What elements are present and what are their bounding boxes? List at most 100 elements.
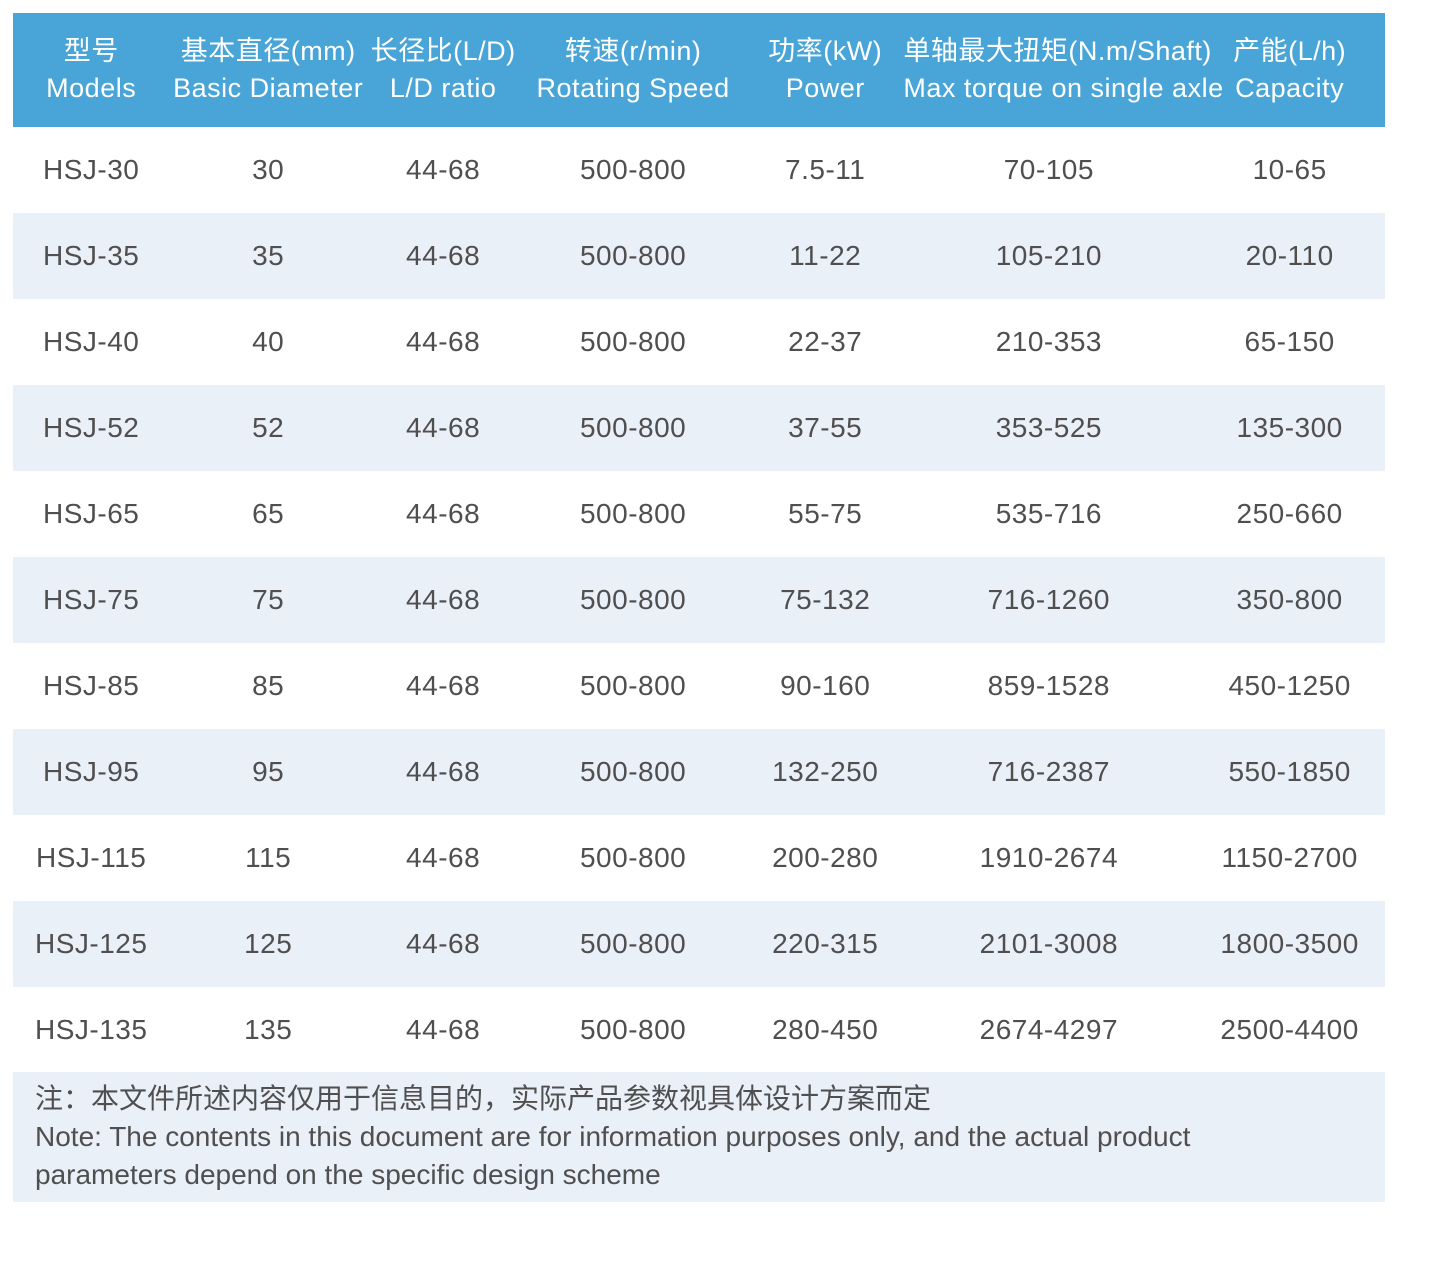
table-row: HSJ-65 65 44-68 500-800 55-75 535-716 250-660 bbox=[13, 471, 1385, 557]
table-cell: 65-150 bbox=[1244, 326, 1335, 357]
note-line-2: Note: The contents in this document are … bbox=[35, 1121, 1191, 1152]
table-cell: 500-800 bbox=[579, 670, 687, 701]
model-cell: HSJ-52 bbox=[43, 412, 140, 443]
header-label-en: Basic Diameter bbox=[173, 73, 364, 103]
model-cell: HSJ-135 bbox=[34, 1014, 148, 1045]
header-label-en: Max torque on single axle bbox=[903, 73, 1224, 103]
table-row: HSJ-40 40 44-68 500-800 22-37 210-353 65-150 bbox=[13, 299, 1385, 385]
header-label-zh: 型号 bbox=[63, 36, 119, 66]
table-cell: 10-65 bbox=[1252, 154, 1327, 185]
table-cell: 1910-2674 bbox=[979, 842, 1119, 873]
table-cell: 55-75 bbox=[788, 498, 863, 529]
table-cell: 44-68 bbox=[406, 240, 481, 271]
table-cell: 250-660 bbox=[1236, 498, 1343, 529]
table-cell: 115 bbox=[245, 842, 292, 873]
table-cell: 210-353 bbox=[995, 326, 1102, 357]
header-label-zh: 功率(kW) bbox=[768, 36, 883, 66]
table-row: HSJ-75 75 44-68 500-800 75-132 716-1260 350-80… bbox=[13, 557, 1385, 643]
model-cell: HSJ-95 bbox=[43, 756, 140, 787]
spec-table: 型号 Models 基本直径(mm) Basic Diameter 长径比(L/D) L/… bbox=[13, 13, 1385, 1073]
table-cell: 44-68 bbox=[406, 154, 481, 185]
spec-table-container: 型号 Models 基本直径(mm) Basic Diameter 长径比(L/D) L/… bbox=[13, 13, 1385, 1073]
table-cell: 44-68 bbox=[406, 412, 481, 443]
header-label-en: Capacity bbox=[1235, 73, 1345, 103]
model-cell: HSJ-115 bbox=[36, 842, 147, 873]
table-cell: 135 bbox=[244, 1014, 293, 1045]
table-cell: 2101-3008 bbox=[979, 928, 1119, 959]
model-cell: HSJ-40 bbox=[43, 326, 140, 357]
header-cell-4: 转速(r/min) Rotating Speed bbox=[519, 13, 747, 127]
table-cell: 44-68 bbox=[406, 1014, 481, 1045]
header-cell-6: 单轴最大扭矩(N.m/Shaft) Max torque on single ax… bbox=[903, 13, 1224, 127]
table-cell: 125 bbox=[244, 928, 293, 959]
table-cell: 75 bbox=[252, 584, 285, 615]
table-cell: 85 bbox=[252, 670, 285, 701]
table-cell: 220-315 bbox=[772, 928, 879, 959]
table-body: HSJ-30 30 44-68 500-800 7.5-11 70-105 10-65 HSJ… bbox=[13, 127, 1385, 1073]
table-cell: 1150-2700 bbox=[1221, 842, 1358, 873]
header-label-en: Models bbox=[46, 73, 137, 103]
table-cell: 35 bbox=[252, 240, 285, 271]
table-cell: 500-800 bbox=[579, 842, 687, 873]
table-cell: 22-37 bbox=[788, 326, 863, 357]
table-cell: 500-800 bbox=[579, 240, 687, 271]
table-cell: 44-68 bbox=[406, 498, 481, 529]
header-label-zh: 转速(r/min) bbox=[564, 36, 702, 66]
table-cell: 2674-4297 bbox=[979, 1014, 1119, 1045]
table-cell: 11-22 bbox=[789, 240, 862, 271]
table-cell: 65 bbox=[252, 498, 285, 529]
table-cell: 44-68 bbox=[406, 928, 481, 959]
header-label-zh: 长径比(L/D) bbox=[370, 36, 516, 66]
table-row: HSJ-95 95 44-68 500-800 132-250 716-2387 550-1… bbox=[13, 729, 1385, 815]
table-cell: 52 bbox=[252, 412, 285, 443]
table-cell: 500-800 bbox=[579, 154, 687, 185]
table-cell: 75-132 bbox=[780, 584, 871, 615]
table-cell: 500-800 bbox=[579, 1014, 687, 1045]
table-cell: 44-68 bbox=[406, 326, 481, 357]
table-cell: 550-1850 bbox=[1228, 756, 1351, 787]
table-cell: 40 bbox=[252, 326, 285, 357]
table-cell: 500-800 bbox=[579, 584, 687, 615]
header-cell-2: 基本直径(mm) Basic Diameter bbox=[169, 13, 367, 127]
note-line-1: 注：本文件所述内容仅用于信息目的，实际产品参数视具体设计方案而定 bbox=[35, 1083, 932, 1114]
table-row: HSJ-35 35 44-68 500-800 11-22 105-210 20-110 bbox=[13, 213, 1385, 299]
table-row: HSJ-115 115 44-68 500-800 200-280 1910-2674 11… bbox=[13, 815, 1385, 901]
table-row: HSJ-30 30 44-68 500-800 7.5-11 70-105 10-65 bbox=[13, 127, 1385, 213]
table-cell: 859-1528 bbox=[987, 670, 1110, 701]
table-row: HSJ-52 52 44-68 500-800 37-55 353-525 135-300 bbox=[13, 385, 1385, 471]
table-cell: 2500-4400 bbox=[1220, 1014, 1359, 1045]
table-cell: 132-250 bbox=[772, 756, 879, 787]
table-cell: 20-110 bbox=[1245, 240, 1334, 271]
table-cell: 135-300 bbox=[1236, 412, 1343, 443]
table-cell: 500-800 bbox=[579, 928, 687, 959]
table-cell: 44-68 bbox=[406, 842, 481, 873]
table-cell: 1800-3500 bbox=[1220, 928, 1359, 959]
table-cell: 716-1260 bbox=[987, 584, 1110, 615]
table-cell: 500-800 bbox=[579, 412, 687, 443]
model-cell: HSJ-65 bbox=[43, 498, 140, 529]
table-cell: 44-68 bbox=[406, 584, 481, 615]
table-cell: 450-1250 bbox=[1228, 670, 1351, 701]
table-row: HSJ-85 85 44-68 500-800 90-160 859-1528 450-12… bbox=[13, 643, 1385, 729]
table-row: HSJ-135 135 44-68 500-800 280-450 2674-4297 25… bbox=[13, 987, 1385, 1073]
table-cell: 90-160 bbox=[780, 670, 871, 701]
table-cell: 44-68 bbox=[406, 756, 481, 787]
table-cell: 350-800 bbox=[1236, 584, 1343, 615]
header-cell-3: 长径比(L/D) L/D ratio bbox=[366, 13, 520, 127]
header-cell-1: 型号 Models bbox=[13, 13, 170, 127]
note-block: 注：本文件所述内容仅用于信息目的，实际产品参数视具体设计方案而定 Note: Th… bbox=[13, 1072, 1385, 1202]
table-cell: 500-800 bbox=[579, 326, 687, 357]
header-label-zh: 单轴最大扭矩(N.m/Shaft) bbox=[903, 36, 1212, 66]
header-cell-7: 产能(L/h) Capacity bbox=[1194, 13, 1385, 127]
model-cell: HSJ-30 bbox=[43, 154, 140, 185]
model-cell: HSJ-85 bbox=[43, 670, 140, 701]
note-line-3: parameters depend on the specific design… bbox=[35, 1159, 661, 1190]
header-label-en: Rotating Speed bbox=[536, 73, 730, 103]
table-cell: 353-525 bbox=[995, 412, 1102, 443]
table-cell: 535-716 bbox=[995, 498, 1102, 529]
table-cell: 7.5-11 bbox=[785, 154, 866, 185]
table-cell: 105-210 bbox=[995, 240, 1102, 271]
table-cell: 280-450 bbox=[772, 1014, 879, 1045]
table-cell: 37-55 bbox=[788, 412, 863, 443]
